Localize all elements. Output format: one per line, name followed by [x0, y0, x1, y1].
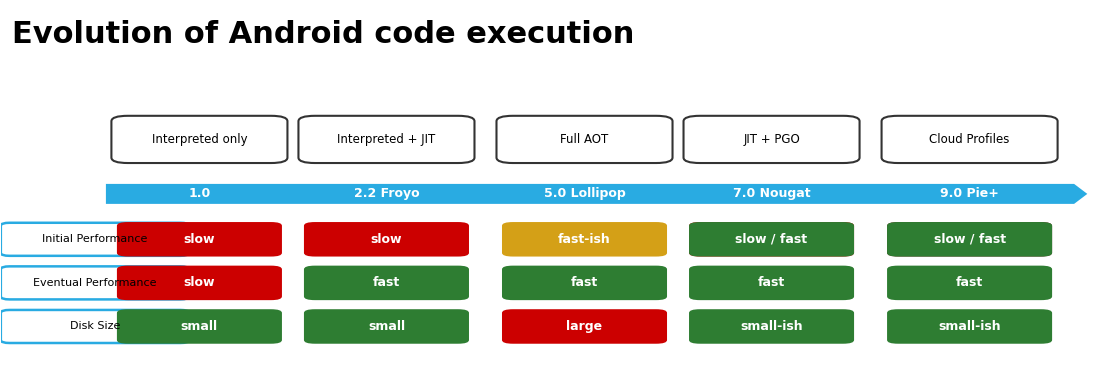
Text: Initial Performance: Initial Performance — [42, 234, 148, 244]
Text: fast: fast — [758, 276, 785, 290]
FancyBboxPatch shape — [502, 266, 667, 300]
Text: small: small — [181, 320, 218, 333]
FancyBboxPatch shape — [689, 222, 854, 257]
Text: Evolution of Android code execution: Evolution of Android code execution — [12, 19, 634, 49]
FancyBboxPatch shape — [887, 222, 1052, 257]
FancyBboxPatch shape — [502, 222, 667, 257]
FancyBboxPatch shape — [502, 309, 667, 344]
Text: Disk Size: Disk Size — [69, 321, 120, 332]
Text: small-ish: small-ish — [740, 320, 803, 333]
Text: 7.0 Nougat: 7.0 Nougat — [732, 187, 811, 201]
FancyBboxPatch shape — [117, 222, 282, 257]
Text: Full AOT: Full AOT — [560, 133, 609, 146]
FancyBboxPatch shape — [111, 116, 288, 163]
Text: fast: fast — [373, 276, 400, 290]
FancyBboxPatch shape — [881, 116, 1058, 163]
FancyBboxPatch shape — [887, 222, 1052, 257]
FancyBboxPatch shape — [689, 222, 854, 257]
Text: 5.0 Lollipop: 5.0 Lollipop — [544, 187, 625, 201]
FancyBboxPatch shape — [496, 116, 673, 163]
FancyBboxPatch shape — [887, 309, 1052, 344]
Text: Eventual Performance: Eventual Performance — [33, 278, 157, 288]
FancyBboxPatch shape — [117, 309, 282, 344]
Text: slow / fast: slow / fast — [736, 233, 807, 246]
Text: fast-ish: fast-ish — [558, 233, 611, 246]
FancyBboxPatch shape — [1, 266, 189, 299]
FancyBboxPatch shape — [304, 222, 469, 257]
Text: slow: slow — [184, 233, 215, 246]
FancyBboxPatch shape — [689, 309, 854, 344]
Text: 9.0 Pie+: 9.0 Pie+ — [940, 187, 999, 201]
FancyBboxPatch shape — [304, 309, 469, 344]
FancyBboxPatch shape — [689, 266, 854, 300]
Polygon shape — [106, 184, 1088, 204]
Text: Cloud Profiles: Cloud Profiles — [930, 133, 1009, 146]
Text: 1.0: 1.0 — [189, 187, 211, 201]
Text: fast: fast — [571, 276, 598, 290]
FancyBboxPatch shape — [299, 116, 474, 163]
FancyBboxPatch shape — [1, 310, 189, 343]
FancyBboxPatch shape — [684, 116, 859, 163]
FancyBboxPatch shape — [304, 266, 469, 300]
FancyBboxPatch shape — [117, 266, 282, 300]
Text: small: small — [368, 320, 405, 333]
FancyBboxPatch shape — [1, 223, 189, 256]
Text: slow: slow — [371, 233, 403, 246]
Text: Interpreted only: Interpreted only — [151, 133, 247, 146]
FancyBboxPatch shape — [887, 266, 1052, 300]
Text: Interpreted + JIT: Interpreted + JIT — [338, 133, 436, 146]
Text: JIT + PGO: JIT + PGO — [743, 133, 800, 146]
Text: large: large — [567, 320, 602, 333]
Text: slow / fast: slow / fast — [933, 233, 1006, 246]
Text: fast: fast — [956, 276, 983, 290]
Text: small-ish: small-ish — [939, 320, 1000, 333]
Text: 2.2 Froyo: 2.2 Froyo — [354, 187, 419, 201]
Text: slow: slow — [184, 276, 215, 290]
